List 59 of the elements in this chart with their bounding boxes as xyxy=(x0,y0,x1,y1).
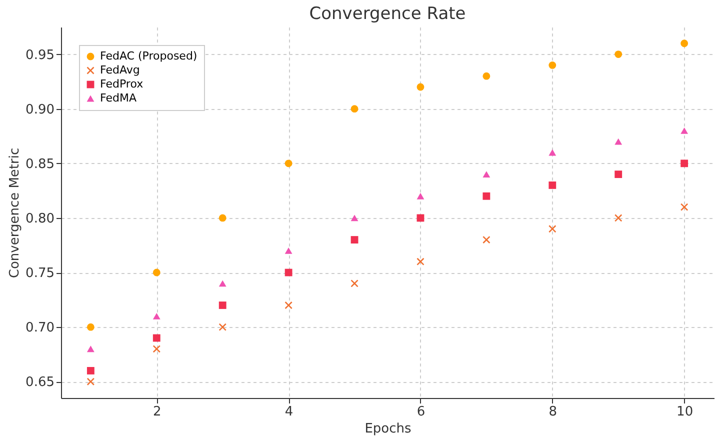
point xyxy=(680,40,688,48)
point xyxy=(284,302,292,309)
legend-label: FedProx xyxy=(100,78,144,90)
point xyxy=(614,50,622,58)
y-axis-title: Convergence Metric xyxy=(8,148,23,278)
x-tick-label: 2 xyxy=(153,404,162,420)
y-tick-label: 0.90 xyxy=(26,102,54,118)
point xyxy=(350,214,358,222)
point xyxy=(218,280,226,287)
point xyxy=(482,171,490,178)
legend-label: FedMA xyxy=(100,92,137,104)
point xyxy=(86,367,94,374)
y-tick-label: 0.75 xyxy=(26,266,54,282)
point xyxy=(350,105,358,113)
point xyxy=(614,214,622,222)
point xyxy=(152,345,160,353)
point xyxy=(548,61,556,69)
point xyxy=(416,83,424,91)
point xyxy=(548,149,556,156)
point xyxy=(86,346,94,352)
x-axis-title: Epochs xyxy=(364,422,412,436)
point xyxy=(548,225,556,233)
point xyxy=(614,138,622,145)
point xyxy=(680,203,688,211)
point xyxy=(350,280,358,288)
point xyxy=(284,268,292,276)
point xyxy=(680,160,688,168)
y-tick-label: 0.70 xyxy=(26,320,54,336)
x-tick-label: 10 xyxy=(676,404,694,420)
point xyxy=(614,170,622,178)
point xyxy=(416,258,424,266)
x-tick-label: 8 xyxy=(548,404,558,420)
point xyxy=(416,192,424,200)
x-tick-label: 4 xyxy=(284,404,294,420)
point xyxy=(680,127,688,134)
point xyxy=(152,268,160,276)
point xyxy=(416,214,424,222)
point xyxy=(548,182,556,189)
y-tick-label: 0.80 xyxy=(26,211,54,226)
legend-label: FedAvg xyxy=(100,64,140,76)
point xyxy=(350,236,358,244)
point xyxy=(284,160,292,168)
point xyxy=(284,247,292,254)
point xyxy=(218,302,226,309)
point xyxy=(86,378,94,386)
point xyxy=(482,236,490,244)
point xyxy=(86,323,94,331)
y-tick-label: 0.95 xyxy=(26,48,54,63)
point xyxy=(482,192,490,200)
y-tick-label: 0.85 xyxy=(26,156,54,172)
point xyxy=(152,312,160,320)
point xyxy=(482,72,490,80)
legend-label: FedAC (Proposed) xyxy=(100,50,198,62)
point xyxy=(218,214,226,222)
x-tick-label: 6 xyxy=(416,404,426,420)
point xyxy=(218,323,226,331)
point xyxy=(152,334,160,342)
chart-title: Convergence Rate xyxy=(309,4,466,24)
y-tick-label: 0.65 xyxy=(26,375,54,390)
